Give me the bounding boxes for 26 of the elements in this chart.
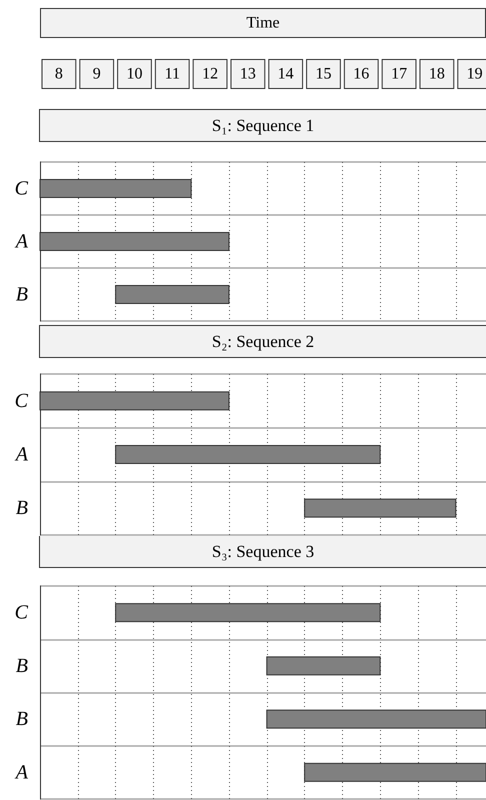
chart-title: S₃: Sequence 3 [212, 542, 314, 561]
chart-title: S₂: Sequence 2 [212, 332, 314, 351]
x-tick-label: 17 [391, 66, 408, 82]
chart-title: S₁: Sequence 1 [212, 116, 314, 135]
y-tick-label: B [16, 708, 28, 730]
y-tick-label: A [14, 761, 29, 784]
x-tick-label: 11 [164, 66, 180, 82]
y-tick-label: A [14, 230, 29, 252]
x-tick-label: 19 [466, 66, 483, 82]
y-tick-label: C [14, 602, 29, 624]
x-tick-label: 9 [92, 66, 101, 82]
y-tick-label: C [14, 390, 29, 412]
y-tick-label: A [14, 444, 29, 466]
x-axis-title: Time [246, 14, 280, 32]
x-tick-label: 13 [240, 66, 256, 82]
y-tick-label: B [16, 497, 28, 520]
y-tick-label: C [14, 178, 29, 200]
x-tick-label: 8 [54, 66, 63, 82]
x-tick-label: 16 [353, 66, 370, 82]
x-tick-label: 10 [126, 66, 142, 82]
x-tick-label: 14 [278, 66, 294, 82]
y-tick-label: B [16, 284, 28, 306]
y-tick-label: B [16, 654, 28, 677]
x-tick-label: 18 [428, 66, 445, 82]
x-tick-label: 15 [315, 66, 332, 82]
x-tick-label: 12 [202, 66, 218, 82]
